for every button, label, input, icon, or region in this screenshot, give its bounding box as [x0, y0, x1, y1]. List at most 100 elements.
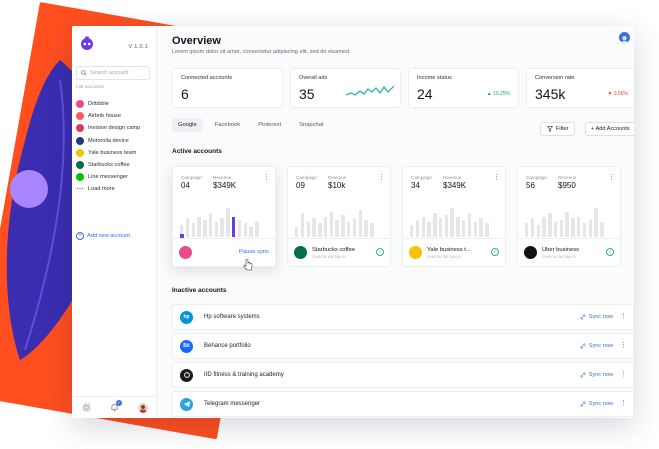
card-account-name: Starbucks coffee [312, 246, 356, 253]
stat-value: 24 [417, 86, 433, 102]
sidebar-footer: 2 [72, 396, 157, 418]
chart-bar [306, 221, 310, 237]
tab-google[interactable]: Google [172, 118, 203, 132]
campaign-label: Campaign [526, 175, 547, 180]
sidebar-item-invision-design-camp[interactable]: Invision design camp [76, 122, 154, 134]
chart-bar [565, 211, 569, 237]
sidebar-item-starbucks-coffee[interactable]: Starbucks coffee [76, 159, 154, 171]
chart-bar [415, 220, 420, 237]
stat-change-up: ▲ 10.25% [486, 91, 510, 97]
sync-now-label: Sync now [588, 314, 613, 320]
inactive-account-name: Behance portfolio [204, 343, 251, 349]
pause-sync-button[interactable]: Pause sync [239, 249, 269, 255]
campaign-metric: Campaign 56 [526, 175, 547, 190]
chart-bar [530, 218, 535, 237]
revenue-value: $349K [213, 181, 237, 190]
inactive-account-row: hp Hp software systems Sync now ⋮ [172, 304, 634, 330]
card-account-info: Starbucks coffee CHECK DETAILS [312, 247, 355, 259]
more-vertical-icon[interactable]: ⋮ [608, 174, 615, 181]
more-vertical-icon[interactable]: ⋮ [493, 174, 500, 181]
link-icon [580, 343, 586, 349]
chart-bar [197, 216, 201, 237]
search-box[interactable] [76, 66, 150, 80]
add-accounts-button[interactable]: + Add Accounts [585, 122, 634, 136]
inactive-account-name: IID fitness & training academy [204, 372, 284, 378]
chart-bar [358, 209, 362, 237]
check-details-link[interactable]: CHECK DETAILS [427, 254, 461, 259]
inactive-account-row: Telegram messenger Sync now ⋮ [172, 391, 634, 417]
chart-bar [203, 220, 207, 237]
search-input[interactable] [90, 70, 148, 76]
page-title: Overview [172, 35, 221, 47]
active-account-card[interactable]: Campaign 56 Revenue $950 ⋮ Uber business CHECK… [517, 166, 621, 267]
chart-bar [553, 221, 558, 237]
more-vertical-icon[interactable]: ⋮ [263, 174, 270, 181]
profile-avatar[interactable] [137, 402, 148, 413]
add-new-account-button[interactable]: + Add new account [76, 232, 130, 240]
chart-bar [410, 225, 414, 237]
filter-button[interactable]: Filter [540, 122, 576, 136]
revenue-label: Revenue [443, 175, 462, 180]
check-circle-icon: ✓ [376, 248, 384, 256]
campaign-value: 34 [411, 181, 420, 190]
stat-label: Connected accounts [181, 75, 232, 81]
chart-bar [427, 221, 431, 237]
chart-bar [352, 218, 357, 237]
sync-now-button[interactable]: Sync now [580, 372, 613, 378]
sidebar-item-dribbble[interactable]: Dribbble [76, 98, 154, 110]
settings-gear-icon[interactable] [81, 403, 91, 412]
tab-pinterest[interactable]: Pinterest [258, 122, 282, 128]
active-account-card[interactable]: Campaign 34 Revenue $349K ⋮ Yale business t..… [402, 166, 506, 267]
behance-icon: Bē [180, 339, 193, 353]
sidebar-item-yale-business-team[interactable]: Yale business team [76, 147, 154, 159]
search-icon [81, 70, 87, 76]
more-vertical-icon[interactable]: ⋮ [620, 342, 627, 349]
chart-bar [335, 220, 339, 237]
check-details-link[interactable]: CHECK DETAILS [312, 254, 346, 259]
user-avatar-icon [621, 36, 628, 43]
campaign-metric: Campaign 09 [296, 175, 317, 190]
yale-icon [76, 148, 84, 157]
sidebar-item-line-messenger[interactable]: Line messenger [76, 171, 154, 183]
check-circle-icon: ✓ [606, 248, 614, 256]
sync-now-button[interactable]: Sync now [580, 314, 613, 320]
chart-bar [341, 214, 345, 237]
hand-cursor-icon [243, 259, 253, 271]
campaign-value: 09 [296, 181, 305, 190]
telegram-icon [180, 397, 193, 411]
more-dots-icon: ⋯ [76, 186, 84, 194]
stat-label: Income status [417, 75, 452, 81]
more-vertical-icon[interactable]: ⋮ [378, 174, 385, 181]
app-version: V 1.0.1 [128, 44, 148, 50]
more-vertical-icon[interactable]: ⋮ [620, 400, 627, 407]
invision-icon [76, 124, 84, 133]
sidebar-item-load-more[interactable]: ⋯ Load more [76, 183, 154, 195]
tab-snapchat[interactable]: Snapchat [299, 122, 324, 128]
campaign-bar-chart [180, 203, 270, 238]
card-footer: Pause sync [173, 238, 275, 271]
campaign-label: Campaign [411, 175, 432, 180]
tab-facebook[interactable]: Facebook [214, 122, 241, 128]
user-avatar[interactable] [619, 32, 630, 43]
sidebar-item-motorolla-device[interactable]: Motorolla device [76, 135, 154, 147]
sidebar-item-label: Line messenger [88, 174, 128, 181]
account-list: Dribbble Airbnb house Invision design camp… [76, 98, 154, 196]
chart-bar [467, 213, 472, 237]
campaign-bar-chart [295, 203, 385, 237]
airbnb-icon [76, 112, 84, 121]
check-details-link[interactable]: CHECK DETAILS [542, 254, 576, 259]
sync-now-button[interactable]: Sync now [580, 343, 613, 349]
sync-now-button[interactable]: Sync now [580, 401, 613, 407]
more-vertical-icon[interactable]: ⋮ [620, 371, 627, 378]
active-account-card[interactable]: Campaign 09 Revenue $10k ⋮ Starbucks coffee CH… [287, 166, 391, 267]
page-subtitle: Lorem ipsum dolor sit amet, consectetur … [172, 49, 351, 55]
more-vertical-icon[interactable]: ⋮ [620, 313, 627, 320]
notification-bell-button[interactable]: 2 [110, 400, 122, 412]
sidebar-item-airbnb-house[interactable]: Airbnb house [76, 110, 154, 122]
chart-bar [300, 213, 305, 237]
logo-glyph: hp [183, 314, 190, 320]
card-account-info: Uber business CHECK DETAILS [542, 247, 579, 259]
chart-bar [438, 218, 443, 237]
active-account-card[interactable]: Campaign 04 Revenue $349K ⋮ Pause sync [172, 166, 276, 271]
